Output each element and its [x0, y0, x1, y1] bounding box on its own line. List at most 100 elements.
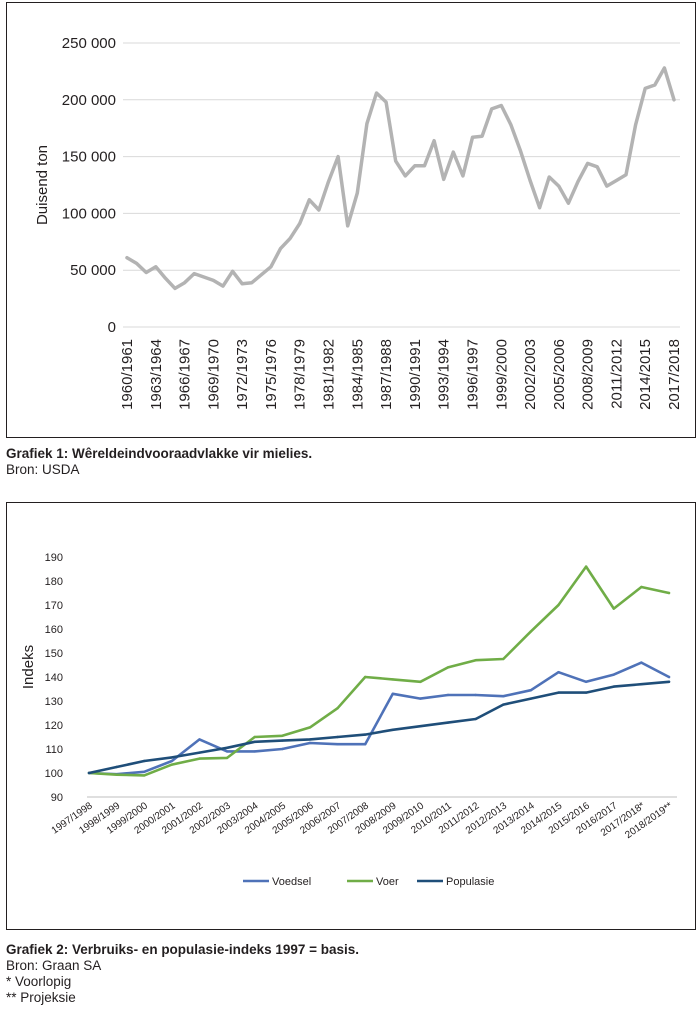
chart-1-data-point [365, 122, 369, 126]
chart-1-x-tick-label: 1978/1979 [292, 339, 309, 410]
chart-2-caption-note-projection: ** Projeksie [6, 990, 76, 1005]
chart-2-data-point-voer [253, 735, 256, 739]
chart-1-data-point [547, 175, 551, 179]
chart-1-caption-title: Grafiek 1: Wêreldeindvooraadvlakke vir m… [6, 446, 313, 461]
chart-1-data-point [317, 208, 321, 212]
chart-1-data-point [519, 149, 522, 153]
chart-2-data-point-voedsel [143, 770, 146, 773]
chart-1-data-point [384, 100, 388, 104]
chart-1-y-tick-label: 200 000 [62, 92, 116, 109]
chart-2-data-point-voer [667, 591, 671, 595]
chart-2-series-line-voer [87, 565, 671, 777]
chart-1-data-point [653, 83, 657, 87]
chart-1-data-point [259, 273, 263, 277]
chart-2-data-point-voedsel [612, 673, 615, 676]
chart-2-series-line-populasie [87, 680, 671, 775]
chart-2-data-point-voer [143, 774, 146, 777]
chart-1-frame: 0 50 000 100 000 150 000 200 000 250 000 1960/… [6, 2, 696, 438]
chart-1-data-point [173, 286, 177, 290]
chart-2-frame: 90 100 110 120 130 140 150 160 170 180 190 1997/199… [6, 502, 696, 930]
chart-2-caption-title: Grafiek 2: Verbruiks- en populasie-indek… [6, 942, 360, 957]
chart-1-data-point [221, 284, 225, 288]
chart-2-data-point-populasie [363, 733, 367, 736]
chart-2-y-tick-label: 180 [45, 576, 63, 588]
chart-1-data-point [672, 98, 676, 102]
chart-2-data-point-voer [391, 678, 395, 681]
chart-1-data-point [403, 174, 407, 178]
chart-2-data-point-populasie [198, 751, 201, 754]
chart-1-data-point [336, 155, 340, 159]
chart-2-data-point-voedsel [336, 743, 339, 746]
chart-1-svg: 0 50 000 100 000 150 000 200 000 250 000 1960/… [34, 35, 683, 410]
chart-1-x-tick-label: 1969/1970 [205, 339, 222, 410]
chart-2-data-point-voer [557, 603, 560, 607]
chart-1-data-point [211, 279, 215, 282]
chart-2-data-point-voedsel [170, 759, 174, 763]
chart-2-data-point-voedsel [419, 697, 422, 700]
chart-2-y-tick-label: 150 [45, 648, 63, 660]
chart-2-y-tick-label: 170 [45, 600, 63, 612]
chart-2-data-point-voedsel [308, 741, 312, 745]
chart-2-data-point-voer [529, 630, 533, 633]
chart-2-data-point-voedsel [667, 675, 671, 679]
chart-1-x-tick-label: 1993/1994 [436, 339, 453, 410]
chart-2-data-point-populasie [584, 691, 588, 694]
chart-1-x-tick-label: 2017/2018 [666, 339, 683, 410]
chart-2-data-point-populasie [419, 725, 422, 728]
chart-2-data-point-voer [336, 707, 339, 710]
chart-2-data-point-populasie [446, 721, 450, 724]
chart-2-y-tick-label: 130 [45, 696, 63, 708]
chart-1-data-point [471, 135, 474, 139]
chart-1-data-point [154, 265, 158, 269]
chart-2-data-point-voedsel [446, 693, 450, 697]
chart-1-x-tick-label: 1960/1961 [119, 339, 136, 410]
chart-2-data-point-populasie [253, 740, 256, 743]
chart-2-data-point-populasie [612, 685, 615, 688]
chart-1-y-tick-label: 150 000 [62, 149, 116, 166]
chart-2-y-tick-label: 100 [45, 768, 63, 780]
chart-1-data-point [557, 184, 561, 188]
chart-2-data-point-populasie [336, 735, 339, 739]
chart-1-data-point [298, 222, 302, 226]
chart-1-data-point [394, 159, 398, 163]
chart-1-data-point [528, 179, 532, 182]
chart-1-caption-source: Bron: USDA [6, 462, 80, 477]
chart-1-data-point [451, 150, 455, 154]
chart-1-y-tick-label: 50 000 [70, 262, 116, 279]
chart-1-data-point [432, 139, 436, 143]
chart-1-data-point [567, 201, 570, 205]
chart-1-data-point [250, 281, 254, 285]
chart-1-data-point [634, 123, 638, 127]
chart-1-data-point [643, 87, 647, 90]
chart-1-x-tick-label: 2005/2006 [551, 339, 568, 410]
chart-1-x-tick-label: 1966/1967 [177, 339, 194, 410]
chart-2-data-point-voedsel [502, 695, 505, 698]
chart-1-x-tick-label: 1999/2000 [493, 339, 510, 410]
chart-2-data-point-voer [308, 726, 312, 729]
chart-1-data-point [202, 275, 206, 279]
chart-2-data-point-voer [446, 666, 450, 669]
chart-2-y-tick-label: 110 [45, 744, 63, 756]
chart-1-data-point [183, 281, 186, 285]
chart-2-data-point-voer [612, 607, 615, 610]
chart-2-data-point-voedsel [584, 680, 588, 683]
chart-2-data-point-voer [115, 773, 118, 776]
chart-1-data-point [231, 269, 234, 273]
chart-1-data-point [125, 256, 129, 260]
chart-2-data-point-voedsel [225, 750, 229, 753]
chart-1-x-tick-label: 1975/1976 [263, 339, 280, 410]
chart-2-data-point-voedsel [391, 692, 395, 695]
chart-1-data-point [327, 180, 330, 183]
chart-2-data-point-voer [502, 657, 505, 661]
chart-1-data-point [346, 224, 350, 228]
chart-2-caption-source: Bron: Graan SA [6, 958, 102, 973]
chart-2-data-point-populasie [281, 739, 284, 742]
chart-2-data-point-voer [474, 659, 477, 662]
chart-2-data-point-populasie [502, 703, 505, 706]
chart-2-data-point-populasie [640, 683, 643, 686]
chart-2-data-point-populasie [557, 691, 560, 694]
chart-1-data-point [192, 272, 196, 276]
chart-1-data-point [624, 173, 628, 177]
chart-2-data-point-populasie [115, 765, 118, 769]
chart-1-data-point [490, 107, 494, 111]
